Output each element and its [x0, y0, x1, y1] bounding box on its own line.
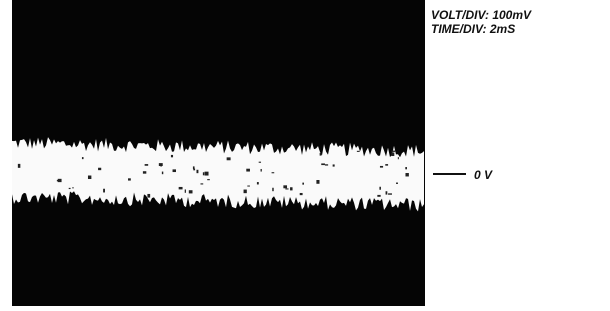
noise-speck: [128, 178, 131, 180]
noise-speck: [88, 176, 91, 180]
noise-speck: [396, 183, 398, 184]
noise-speck: [388, 193, 392, 194]
volt-div-label: VOLT/DIV: 100mV: [431, 8, 532, 22]
noise-speck: [58, 179, 62, 182]
noise-speck: [246, 169, 250, 172]
noise-speck: [325, 164, 328, 165]
noise-speck: [72, 187, 74, 188]
noise-speck: [179, 187, 183, 189]
noise-speck: [405, 167, 407, 169]
noise-speck: [196, 170, 198, 173]
noise-speck: [259, 162, 261, 163]
noise-speck: [162, 172, 163, 175]
noise-speck: [257, 182, 259, 184]
noise-speck: [321, 163, 325, 165]
noise-speck: [333, 164, 335, 166]
noise-speck: [391, 152, 394, 156]
noise-speck: [377, 195, 380, 197]
noise-speck: [193, 166, 195, 169]
noise-speck: [391, 151, 395, 152]
noise-speck: [200, 183, 203, 184]
noise-speck: [320, 153, 322, 156]
noise-speck: [185, 189, 186, 192]
noise-speck: [203, 172, 204, 175]
scope-figure: VOLT/DIV: 100mV TIME/DIV: 2mS 0 V: [0, 0, 610, 306]
page: VOLT/DIV: 100mV TIME/DIV: 2mS 0 V (() =>…: [0, 0, 610, 306]
noise-speck: [244, 190, 247, 194]
noise-speck: [316, 180, 319, 184]
noise-speck: [145, 164, 149, 166]
noise-speck: [18, 164, 20, 168]
noise-speck: [385, 164, 388, 166]
noise-speck: [147, 194, 150, 198]
noise-speck: [302, 183, 304, 185]
noise-speck: [143, 171, 146, 173]
noise-speck: [205, 172, 209, 176]
noise-speck: [357, 151, 360, 152]
noise-speck: [69, 188, 71, 189]
noise-speck: [171, 155, 173, 157]
noise-speck: [272, 172, 275, 173]
noise-speck: [379, 187, 381, 190]
noise-speck: [261, 169, 262, 172]
noise-speck: [98, 168, 101, 170]
noise-speck: [398, 157, 399, 159]
noise-speck: [290, 187, 292, 190]
noise-speck: [405, 173, 408, 176]
noise-speck: [247, 186, 250, 187]
noise-speck: [103, 189, 105, 193]
noise-speck: [159, 163, 163, 166]
noise-speck: [272, 188, 273, 191]
noise-speck: [386, 191, 388, 194]
noise-speck: [300, 193, 303, 195]
noise-speck: [173, 169, 176, 172]
noise-speck: [283, 185, 287, 188]
noise-speck: [285, 188, 288, 189]
noise-speck: [227, 157, 231, 160]
noise-speck: [82, 157, 84, 159]
noise-speck: [207, 179, 210, 180]
noise-speck: [380, 166, 383, 168]
zero-label: 0 V: [474, 168, 493, 182]
time-div-label: TIME/DIV: 2mS: [431, 22, 515, 36]
noise-speck: [189, 190, 193, 193]
